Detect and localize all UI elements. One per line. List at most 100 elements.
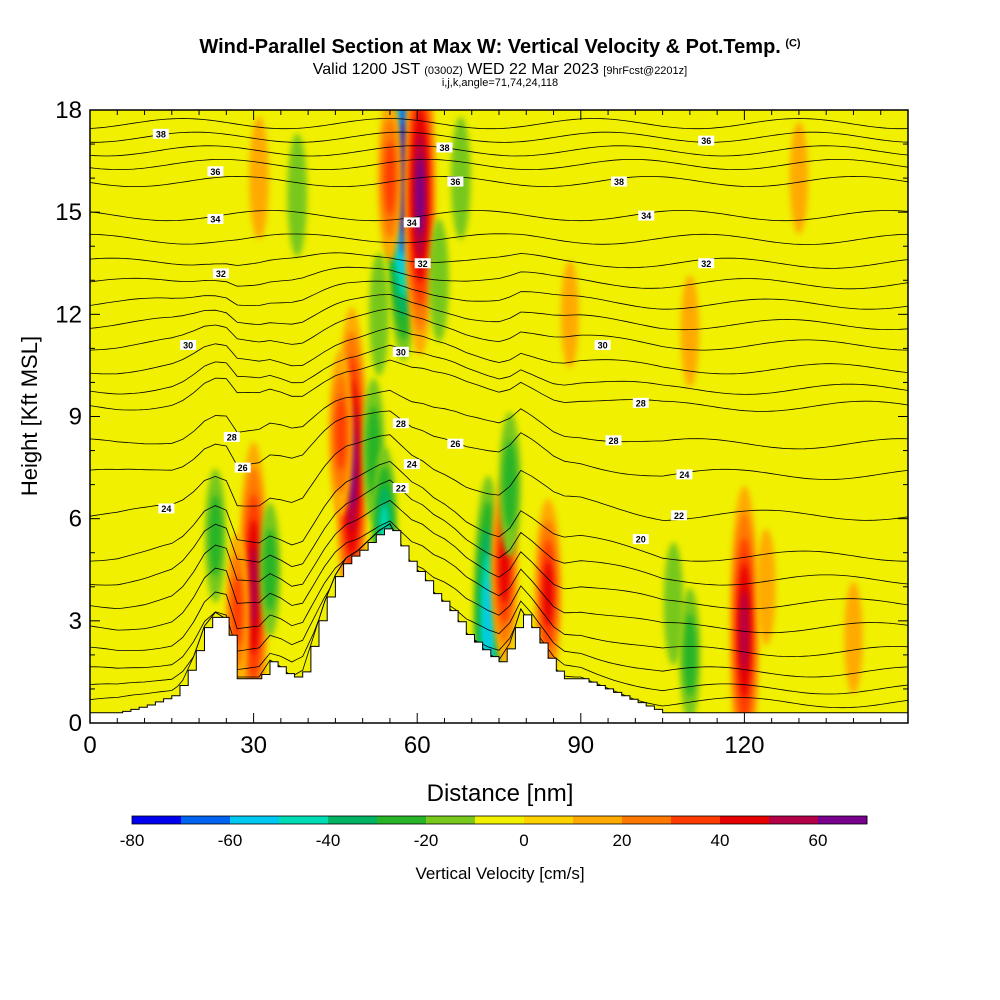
contour-label-text: 36 — [210, 167, 220, 177]
theta-contour-line — [90, 410, 908, 480]
contour-label-text: 28 — [609, 436, 619, 446]
contour-label-bg — [223, 431, 240, 442]
velocity-contour — [543, 560, 553, 627]
contour-label: 30 — [594, 339, 611, 350]
contour-label: 22 — [670, 510, 687, 521]
colorbar-tick-label: 60 — [809, 831, 828, 850]
contour-label: 28 — [632, 397, 649, 408]
colorbar-segment — [720, 816, 770, 824]
contour-label: 24 — [676, 469, 693, 480]
colorbar-tick-label: 20 — [613, 831, 632, 850]
velocity-contour — [416, 156, 424, 234]
theta-contour-line — [90, 175, 908, 187]
y-tick-label: 12 — [55, 301, 82, 328]
colorbar-segment — [426, 816, 476, 824]
velocity-cell — [663, 542, 684, 666]
velocity-cell — [239, 441, 269, 723]
contour-label: 28 — [392, 418, 409, 429]
velocity-contour — [287, 133, 308, 257]
contour-label-text: 28 — [636, 398, 646, 408]
velocity-cell — [534, 499, 562, 689]
theta-contour-line — [90, 389, 908, 450]
x-tick-label: 120 — [724, 732, 764, 759]
velocity-contour — [483, 579, 493, 663]
x-tick-label: 60 — [404, 732, 431, 759]
valid-time: Valid 1200 JST — [312, 61, 420, 78]
colorbar-segment — [230, 816, 280, 824]
y-tick-label: 0 — [69, 710, 82, 737]
contour-label: 28 — [605, 435, 622, 446]
colorbar-segment — [328, 816, 378, 824]
velocity-contour — [369, 252, 389, 376]
contour-label-text: 36 — [701, 136, 711, 146]
velocity-contour — [503, 439, 517, 530]
contour-label-text: 34 — [407, 218, 417, 228]
y-axis-label: Height [Kft MSL] — [17, 335, 42, 497]
theta-contour-line — [90, 131, 908, 143]
contour-label-text: 32 — [418, 259, 428, 269]
y-tick-label: 6 — [69, 506, 82, 533]
x-tick-label: 30 — [240, 732, 267, 759]
x-tick-label: 90 — [567, 732, 594, 759]
contour-label-text: 32 — [216, 269, 226, 279]
colorbar-segment — [475, 816, 525, 824]
contour-label-bg — [403, 459, 420, 470]
velocity-contour — [663, 542, 684, 666]
y-tick-label: 15 — [55, 199, 82, 226]
x-tick-label: 0 — [83, 732, 96, 759]
contour-label-text: 30 — [598, 340, 608, 350]
contour-label-bg — [403, 217, 420, 228]
chart-title-main: Wind-Parallel Section at Max W: Vertical… — [199, 36, 781, 58]
contour-label: 30 — [392, 346, 409, 357]
contour-labels: 38 36 34 32 30 28 26 24 38 36 34 32 30 28 26 24 22 36 38 34… — [152, 128, 715, 545]
contour-label-bg — [392, 418, 409, 429]
contour-label-text: 26 — [450, 439, 460, 449]
theta-contour-line — [90, 118, 908, 130]
contour-label-bg — [152, 128, 169, 139]
velocity-contour — [756, 528, 776, 645]
contour-label-bg — [158, 503, 175, 514]
velocity-contour — [683, 613, 697, 697]
contour-label-bg — [698, 258, 715, 269]
contour-label-text: 28 — [227, 432, 237, 442]
velocity-contour — [249, 116, 269, 240]
velocity-contour — [232, 575, 243, 646]
theta-contour-line — [90, 308, 908, 351]
theta-contour-line — [90, 523, 908, 658]
contour-label-bg — [447, 176, 464, 187]
velocity-contour — [560, 260, 579, 369]
contour-label-bg — [676, 469, 693, 480]
copyright-mark: (C) — [785, 37, 801, 50]
colorbar-segment — [622, 816, 672, 824]
theta-contour-line — [90, 359, 908, 412]
zulu-time: (0300Z) — [424, 65, 463, 77]
y-tick-label: 3 — [69, 608, 82, 635]
colorbar-segment — [818, 816, 868, 824]
colorbar-segment — [524, 816, 574, 824]
contour-label-bg — [436, 142, 453, 153]
theta-contour-line — [90, 523, 908, 678]
contour-label-text: 24 — [407, 460, 417, 470]
theta-contour-line — [90, 327, 908, 375]
theta-contour-line — [90, 266, 908, 290]
colorbar-tick-label: 40 — [711, 831, 730, 850]
contour-label-text: 24 — [679, 470, 689, 480]
contour-label: 38 — [436, 142, 453, 153]
x-axis-label: Distance [nm] — [426, 780, 574, 807]
contour-label: 28 — [223, 431, 240, 442]
theta-contour-line — [90, 520, 908, 634]
theta-contour-line — [90, 434, 908, 521]
theta-contour-line — [90, 233, 908, 245]
colorbar-tick-label: -60 — [218, 831, 243, 850]
colorbar-tick-label: -40 — [316, 831, 341, 850]
chart-subtitle: Valid 1200 JST (0300Z) WED 22 Mar 2023 [… — [0, 61, 1000, 80]
contour-label-text: 34 — [210, 214, 220, 224]
contour-label-bg — [180, 339, 197, 350]
velocity-contour — [263, 528, 277, 611]
velocity-cell — [205, 468, 226, 603]
contour-label-text: 30 — [183, 340, 193, 350]
contour-label-text: 34 — [641, 211, 651, 221]
contour-label: 30 — [180, 339, 197, 350]
contour-label: 34 — [403, 217, 420, 228]
